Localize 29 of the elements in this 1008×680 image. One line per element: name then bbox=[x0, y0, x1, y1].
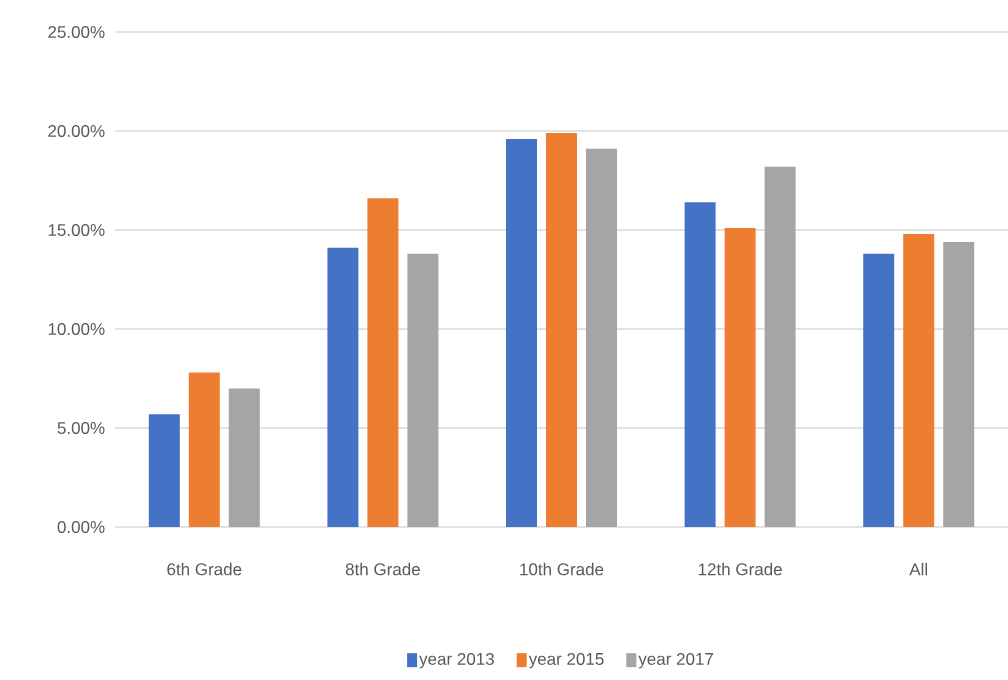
bar bbox=[684, 202, 716, 527]
legend-label: year 2013 bbox=[419, 652, 494, 669]
bar bbox=[506, 138, 538, 527]
bar bbox=[407, 253, 439, 527]
bar bbox=[764, 166, 796, 527]
legend-label: year 2017 bbox=[638, 652, 714, 669]
y-tick-label: 25.00% bbox=[48, 25, 105, 39]
legend-label: year 2015 bbox=[528, 652, 604, 669]
y-tick-label: 20.00% bbox=[48, 124, 105, 138]
y-tick-label: 15.00% bbox=[48, 223, 105, 237]
bar bbox=[148, 414, 180, 527]
y-tick-label: 10.00% bbox=[48, 322, 105, 336]
bar bbox=[863, 253, 895, 527]
bar bbox=[546, 132, 578, 527]
x-tick-label: 8th Grade bbox=[345, 562, 420, 576]
y-tick-label: 0.00% bbox=[57, 520, 105, 534]
y-tick-label: 5.00% bbox=[57, 421, 105, 435]
bar bbox=[367, 198, 399, 527]
x-tick-label: 12th Grade bbox=[698, 562, 782, 576]
x-tick-label: All bbox=[909, 562, 928, 576]
bar bbox=[228, 388, 260, 527]
bar bbox=[903, 233, 935, 527]
bar bbox=[586, 148, 618, 527]
bar bbox=[327, 247, 359, 527]
bar bbox=[724, 228, 756, 527]
x-tick-label: 6th Grade bbox=[167, 562, 242, 576]
x-tick-label: 10th Grade bbox=[520, 562, 604, 576]
bar bbox=[188, 372, 220, 527]
bar bbox=[943, 241, 975, 527]
